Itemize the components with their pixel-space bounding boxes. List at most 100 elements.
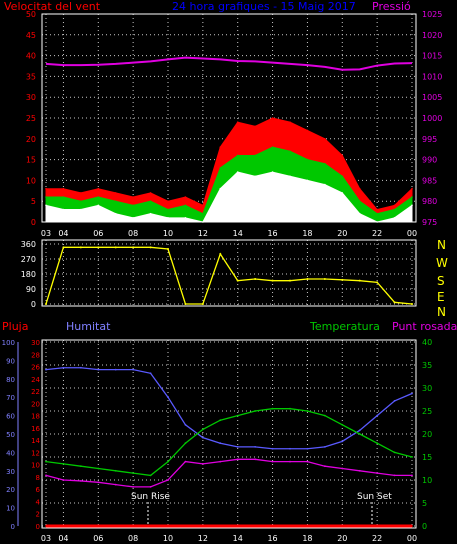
rain-tick-label: 2 xyxy=(36,511,40,519)
rain-point xyxy=(236,525,239,527)
temperature-point xyxy=(149,474,152,477)
humidity-tick-label: 100 xyxy=(2,339,15,347)
temperature-line xyxy=(45,408,413,477)
temperature-point xyxy=(411,456,413,458)
wind-point-gust xyxy=(411,187,413,190)
wind-point-min xyxy=(184,217,187,219)
climate-series xyxy=(45,366,413,528)
wind-point-avg xyxy=(149,200,152,202)
humidity-tick-label: 30 xyxy=(6,468,15,476)
wind-x-tick-label: 22 xyxy=(372,229,382,238)
wind-x-tick-label: 00 xyxy=(407,229,417,238)
temperature-point xyxy=(62,463,65,465)
temperature-point xyxy=(358,433,361,435)
humidity-point xyxy=(79,366,82,369)
wind-point-gust xyxy=(202,204,204,207)
direction-point xyxy=(341,278,344,281)
humidity-point xyxy=(411,392,413,395)
wind-point-avg xyxy=(62,196,65,198)
humidity-tick-label: 50 xyxy=(6,431,15,439)
temperature-tick-label: 15 xyxy=(422,453,432,462)
temperature-tick-label: 25 xyxy=(422,407,432,416)
wind-x-tick-label: 16 xyxy=(267,229,277,238)
rain-tick-label: 22 xyxy=(31,388,40,396)
rain-tick-label: 18 xyxy=(31,413,40,421)
wind-x-tick-label: 08 xyxy=(128,229,138,238)
humidity-tick-label: 70 xyxy=(6,394,15,402)
wind-point-avg xyxy=(202,212,204,215)
direction-point xyxy=(62,246,65,249)
humidity-point xyxy=(376,414,379,417)
wind-tick-label: 45 xyxy=(26,31,36,40)
wind-point-min xyxy=(324,183,326,186)
climate-x-tick-label: 06 xyxy=(93,534,103,543)
wind-point-avg xyxy=(376,212,378,215)
climate-x-tick-label: 03 xyxy=(41,534,51,543)
wind-x-tick-label: 20 xyxy=(337,229,347,238)
wind-point-min xyxy=(271,171,274,173)
wind-x-tick-label: 10 xyxy=(163,229,173,238)
climate-x-tick-label: 18 xyxy=(302,534,312,543)
chart-title: 24 hora grafiques - 15 Maig 2017 xyxy=(172,0,356,13)
humidity-point xyxy=(149,372,152,375)
rain-point xyxy=(323,525,326,527)
climate-x-tick-label: 12 xyxy=(198,534,208,543)
temperature-point xyxy=(254,410,257,412)
pressure-line xyxy=(45,56,413,71)
dewpoint-point xyxy=(411,474,413,477)
direction-point xyxy=(358,279,361,282)
direction-point xyxy=(184,303,187,305)
rain-point xyxy=(306,525,309,527)
direction-point xyxy=(149,246,152,249)
temperature-point xyxy=(341,423,344,426)
humidity-tick-label: 0 xyxy=(11,523,15,531)
wind-point-avg xyxy=(97,196,100,198)
wind-point-gust xyxy=(341,154,344,157)
wind-point-gust xyxy=(306,129,309,132)
dewpoint-point xyxy=(236,458,239,461)
temperature-point xyxy=(79,465,82,468)
humidity-point xyxy=(393,399,396,402)
wind-x-tick-label: 12 xyxy=(198,229,208,238)
wind-x-axis: 03 04 06 08 10 12 14 16 18 20 22 00 xyxy=(41,229,417,238)
wind-point-avg xyxy=(236,154,239,157)
wind-x-tick-label: 03 xyxy=(41,229,51,238)
humidity-point xyxy=(114,368,117,371)
wind-point-min xyxy=(411,204,413,207)
pressure-tick-label: 995 xyxy=(422,135,437,144)
dewpoint-point xyxy=(393,474,396,477)
humidity-point xyxy=(306,447,309,450)
compass-letters: N W S E N xyxy=(436,238,448,319)
direction-tick-label: 180 xyxy=(21,270,36,279)
wind-x-tick-label: 04 xyxy=(58,229,68,238)
humidity-point xyxy=(236,445,239,448)
temperature-tick-label: 35 xyxy=(422,361,432,370)
rain-point xyxy=(149,525,152,527)
rain-point xyxy=(62,525,65,527)
direction-point xyxy=(289,279,291,282)
wind-point-avg xyxy=(324,162,326,165)
wind-speed-label: Velocitat del vent xyxy=(4,0,101,13)
humidity-point xyxy=(62,366,65,369)
humidity-tick-label: 40 xyxy=(6,449,15,457)
wind-point-min xyxy=(167,217,169,219)
climate-x-tick-label: 20 xyxy=(337,534,347,543)
humidity-tick-label: 20 xyxy=(6,486,15,494)
temperature-point xyxy=(393,451,396,454)
climate-x-tick-label: 00 xyxy=(407,534,417,543)
rain-point xyxy=(393,525,396,527)
wind-point-avg xyxy=(393,208,396,211)
wind-point-gust xyxy=(62,187,65,190)
humidity-y-axis: 0 10 20 30 40 50 60 70 80 90 100 xyxy=(2,339,19,531)
wind-point-gust xyxy=(254,125,256,128)
dewpoint-point xyxy=(97,481,100,484)
dewpoint-point xyxy=(114,483,117,486)
rain-point xyxy=(411,525,413,527)
pressure-tick-label: 1005 xyxy=(422,93,442,102)
temperature-tick-label: 30 xyxy=(422,384,432,393)
climate-x-tick-label: 14 xyxy=(233,534,243,543)
direction-point xyxy=(167,248,169,250)
humidity-point xyxy=(167,396,169,399)
wind-point-avg xyxy=(45,196,47,198)
wind-point-min xyxy=(341,192,344,194)
